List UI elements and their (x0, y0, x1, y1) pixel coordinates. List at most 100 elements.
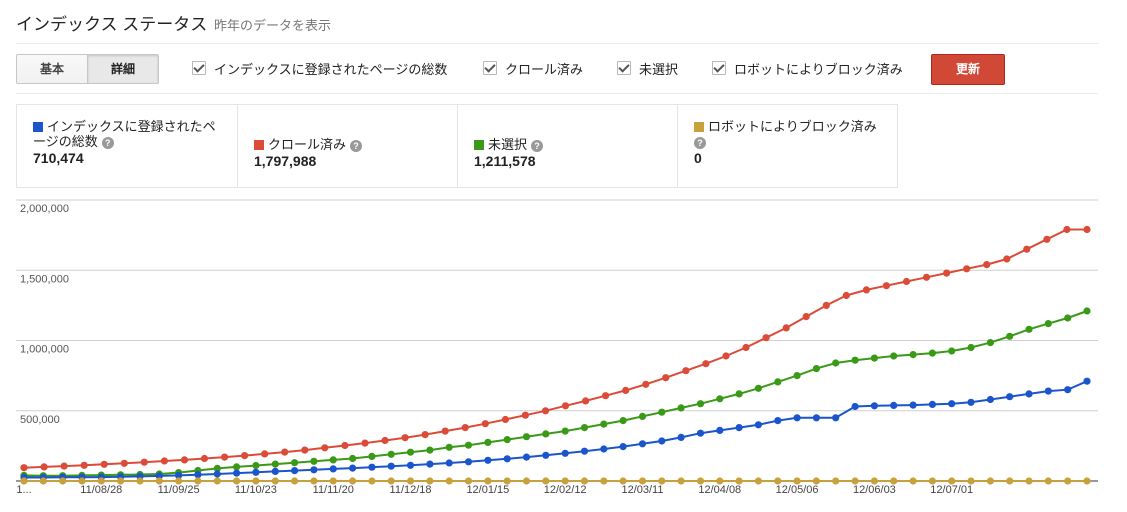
data-point (291, 467, 299, 475)
data-point (754, 477, 763, 485)
data-point (812, 365, 821, 373)
data-point (281, 448, 289, 456)
data-point (100, 460, 108, 468)
data-point (890, 401, 898, 409)
data-point (310, 457, 318, 465)
data-point (677, 477, 685, 485)
data-point (271, 477, 279, 485)
data-point (426, 460, 434, 468)
help-icon[interactable]: ? (694, 137, 706, 149)
data-point (252, 468, 260, 476)
data-point (464, 477, 473, 485)
checkbox-blocked[interactable]: ロボットによりブロック済み (712, 60, 903, 77)
data-point (842, 291, 850, 300)
data-point (1006, 393, 1014, 401)
update-button[interactable]: 更新 (931, 54, 1005, 85)
data-point (986, 477, 995, 485)
data-point (406, 448, 415, 456)
data-point (155, 472, 163, 480)
data-point (1044, 387, 1052, 395)
data-point (722, 352, 730, 360)
help-icon[interactable]: ? (101, 137, 114, 149)
summary-label: ロボットによりブロック済み (708, 119, 877, 134)
summary-value: 1,797,988 (254, 153, 317, 169)
data-point (1063, 225, 1071, 234)
legend-swatch-green (474, 140, 484, 150)
checkbox-blocked-label: ロボットによりブロック済み (734, 61, 903, 77)
data-point (716, 426, 724, 434)
data-point (822, 301, 830, 309)
checkbox-crawled-box[interactable] (483, 61, 497, 75)
data-point (445, 459, 453, 467)
data-point (832, 414, 840, 422)
data-point (1043, 235, 1051, 243)
data-point (561, 402, 570, 410)
data-point (943, 269, 951, 277)
data-point (542, 451, 550, 459)
data-point (658, 477, 666, 485)
advanced-view-button[interactable]: 詳細 (87, 55, 158, 83)
legend-swatch-gold (694, 122, 704, 132)
data-point (928, 477, 937, 485)
header-divider (16, 43, 1098, 44)
data-point (735, 390, 743, 398)
data-point (1044, 320, 1052, 328)
data-point (291, 477, 299, 485)
data-point (387, 477, 395, 485)
summary-card-blocked: ロボットによりブロック済み ? 0 (677, 105, 897, 187)
data-point (175, 471, 183, 479)
data-point (233, 477, 241, 485)
checkbox-not-selected[interactable]: 未選択 (617, 60, 678, 77)
data-point (600, 445, 608, 453)
checkbox-not-selected-box[interactable] (617, 61, 631, 75)
data-point (484, 477, 492, 485)
page-title-text: インデックス ステータス (16, 15, 208, 34)
help-icon[interactable]: ? (350, 140, 363, 152)
data-point (754, 421, 763, 429)
data-point (310, 466, 318, 474)
data-point (909, 351, 917, 359)
data-point (677, 404, 685, 412)
legend-swatch-blue (33, 122, 43, 132)
data-point (696, 400, 705, 408)
data-point (793, 414, 801, 422)
data-point (213, 470, 221, 478)
data-point (986, 339, 995, 347)
data-point (812, 477, 821, 485)
data-point (1025, 390, 1033, 398)
data-point (522, 453, 531, 461)
data-point (194, 471, 202, 479)
x-tick-label: 11/11/20 (313, 484, 354, 496)
data-point (461, 424, 469, 432)
x-tick-label: 11/09/25 (158, 484, 200, 496)
checkbox-blocked-box[interactable] (712, 61, 726, 75)
data-point (1003, 255, 1011, 263)
data-point (301, 446, 309, 454)
data-point (928, 400, 937, 408)
page-title: インデックス ステータス 昨年のデータを表示 (16, 10, 331, 35)
checkbox-indexed[interactable]: インデックスに登録されたページの総数 (192, 60, 447, 77)
data-point (922, 273, 931, 281)
summary-value: 0 (694, 150, 702, 166)
series-line (23, 310, 1088, 477)
y-tick-label: 1,500,000 (20, 273, 69, 285)
checkbox-indexed-box[interactable] (192, 61, 206, 75)
data-point (870, 477, 879, 485)
basic-view-button[interactable]: 基本 (17, 55, 87, 83)
data-point (1006, 332, 1014, 340)
data-point (890, 477, 898, 485)
data-point (252, 477, 260, 485)
toolbar-divider (16, 93, 1098, 94)
summary-label: クロール済み (268, 137, 347, 152)
data-point (774, 417, 782, 425)
legend-swatch-red (254, 140, 264, 150)
data-point (503, 436, 511, 444)
data-point (421, 431, 429, 439)
data-point (696, 477, 705, 485)
data-point (406, 477, 415, 485)
data-point (221, 453, 229, 461)
help-icon[interactable]: ? (531, 140, 544, 152)
checkbox-crawled[interactable]: クロール済み (483, 60, 583, 77)
data-point (233, 469, 241, 477)
x-tick-label: 11/12/18 (390, 484, 432, 496)
